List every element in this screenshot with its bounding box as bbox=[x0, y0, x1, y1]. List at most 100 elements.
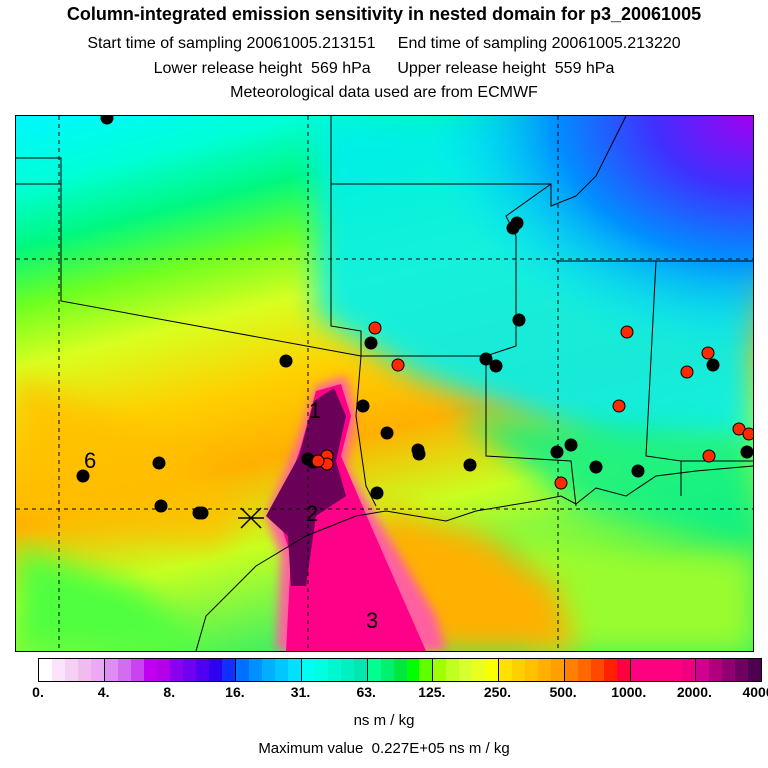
colorbar-swatch bbox=[353, 659, 367, 681]
station-marker bbox=[564, 438, 578, 452]
maximum-value: Maximum value 0.227E+05 ns m / kg bbox=[258, 740, 510, 757]
release-marker bbox=[238, 507, 264, 529]
colorbar-segment bbox=[104, 659, 171, 681]
colorbar-segment bbox=[301, 659, 368, 681]
colorbar-segment bbox=[564, 659, 631, 681]
colorbar-segment bbox=[433, 659, 500, 681]
label-3: 3 bbox=[366, 608, 378, 633]
colorbar-swatch bbox=[380, 659, 394, 681]
colorbar-tick-label: 16. bbox=[225, 684, 245, 700]
colorbar-swatch bbox=[748, 659, 762, 681]
colorbar-swatch bbox=[630, 659, 644, 681]
colorbar-swatch bbox=[525, 659, 538, 681]
station-marker bbox=[370, 486, 384, 500]
colorbar-swatch bbox=[696, 659, 710, 681]
station-marker bbox=[195, 506, 209, 520]
station-marker bbox=[550, 445, 564, 459]
station-marker bbox=[364, 336, 378, 350]
plot-title: Column-integrated emission sensitivity i… bbox=[66, 4, 702, 24]
colorbar-swatch bbox=[340, 659, 354, 681]
colorbar-tick-label: 63. bbox=[356, 684, 376, 700]
label-1: 1 bbox=[309, 398, 321, 423]
red-station-marker bbox=[742, 427, 753, 441]
colorbar-swatch bbox=[656, 659, 670, 681]
station-marker bbox=[412, 447, 426, 461]
colorbar-swatch bbox=[367, 659, 381, 681]
sampling-time: Start time of sampling 20061005.213151 E… bbox=[87, 35, 681, 52]
colorbar-segment bbox=[696, 659, 762, 681]
colorbar-swatch bbox=[538, 659, 551, 681]
colorbar-tick-label: 8. bbox=[163, 684, 176, 700]
colorbar-swatch bbox=[735, 659, 749, 681]
colorbar-swatch bbox=[643, 659, 657, 681]
red-station-marker bbox=[680, 365, 694, 379]
colorbar-segment bbox=[499, 659, 565, 681]
colorbar-swatch bbox=[209, 659, 223, 681]
colorbar-swatch bbox=[709, 659, 723, 681]
red-station-marker bbox=[554, 476, 568, 490]
colorbar-swatch bbox=[183, 659, 197, 681]
colorbar-swatch bbox=[143, 659, 157, 681]
colorbar-swatch bbox=[327, 659, 341, 681]
station-marker bbox=[740, 445, 753, 459]
colorbar-swatch bbox=[196, 659, 210, 681]
colorbar-swatch bbox=[222, 659, 236, 681]
colorbar-segment bbox=[236, 659, 302, 681]
colorbar-swatch bbox=[156, 659, 170, 681]
colorbar-swatch bbox=[249, 659, 263, 681]
colorbar-swatch bbox=[275, 659, 289, 681]
colorbar-swatch bbox=[301, 659, 315, 681]
colorbar-swatch bbox=[485, 659, 499, 681]
label-6: 6 bbox=[84, 448, 96, 473]
colorbar-swatch bbox=[669, 659, 683, 681]
colorbar-swatch bbox=[393, 659, 407, 681]
colorbar-swatch bbox=[170, 659, 184, 681]
colorbar-tick-label: 125. bbox=[418, 684, 446, 700]
colorbar-swatch bbox=[564, 659, 578, 681]
colorbar-tick-label: 2000. bbox=[676, 684, 712, 700]
colorbar-tick-label: 4000. bbox=[742, 684, 768, 700]
colorbar-swatch bbox=[77, 659, 91, 681]
colorbar bbox=[38, 658, 762, 682]
red-station-marker bbox=[368, 321, 382, 335]
station-marker bbox=[489, 359, 503, 373]
colorbar-swatch bbox=[64, 659, 78, 681]
colorbar-swatch bbox=[236, 659, 250, 681]
colorbar-segment bbox=[39, 659, 105, 681]
station-marker bbox=[512, 313, 526, 327]
colorbar-swatch bbox=[590, 659, 604, 681]
colorbar-swatch bbox=[722, 659, 736, 681]
colorbar-swatch bbox=[130, 659, 144, 681]
red-station-marker bbox=[701, 346, 715, 360]
station-marker bbox=[152, 456, 166, 470]
colorbar-segment bbox=[630, 659, 697, 681]
colorbar-swatch bbox=[550, 659, 564, 681]
station-marker bbox=[279, 354, 293, 368]
station-marker bbox=[154, 499, 168, 513]
colorbar-swatch bbox=[472, 659, 486, 681]
colorbar-swatch bbox=[117, 659, 131, 681]
colorbar-swatch bbox=[90, 659, 104, 681]
station-marker bbox=[631, 464, 645, 478]
colorbar-tick-label: 4. bbox=[97, 684, 110, 700]
sensitivity-map: 1 2 3 6 bbox=[15, 115, 754, 652]
station-marker bbox=[589, 460, 603, 474]
station-marker bbox=[479, 352, 493, 366]
colorbar-swatch bbox=[499, 659, 513, 681]
colorbar-tick-label: 31. bbox=[290, 684, 311, 700]
red-station-marker bbox=[391, 358, 405, 372]
colorbar-swatch bbox=[419, 659, 433, 681]
release-height: Lower release height 569 hPa Upper relea… bbox=[153, 60, 615, 77]
red-station-marker bbox=[612, 399, 626, 413]
colorbar-swatch bbox=[51, 659, 65, 681]
colorbar-swatch bbox=[39, 659, 52, 681]
colorbar-swatch bbox=[459, 659, 473, 681]
grid-lines bbox=[16, 116, 753, 651]
colorbar-segment bbox=[170, 659, 237, 681]
colorbar-tick-label: 500. bbox=[549, 684, 577, 700]
colorbar-swatch bbox=[616, 659, 630, 681]
colorbar-swatch bbox=[603, 659, 617, 681]
colorbar-tick-label: 1000. bbox=[611, 684, 647, 700]
station-marker bbox=[76, 469, 90, 483]
colorbar-tick-label: 250. bbox=[483, 684, 512, 700]
